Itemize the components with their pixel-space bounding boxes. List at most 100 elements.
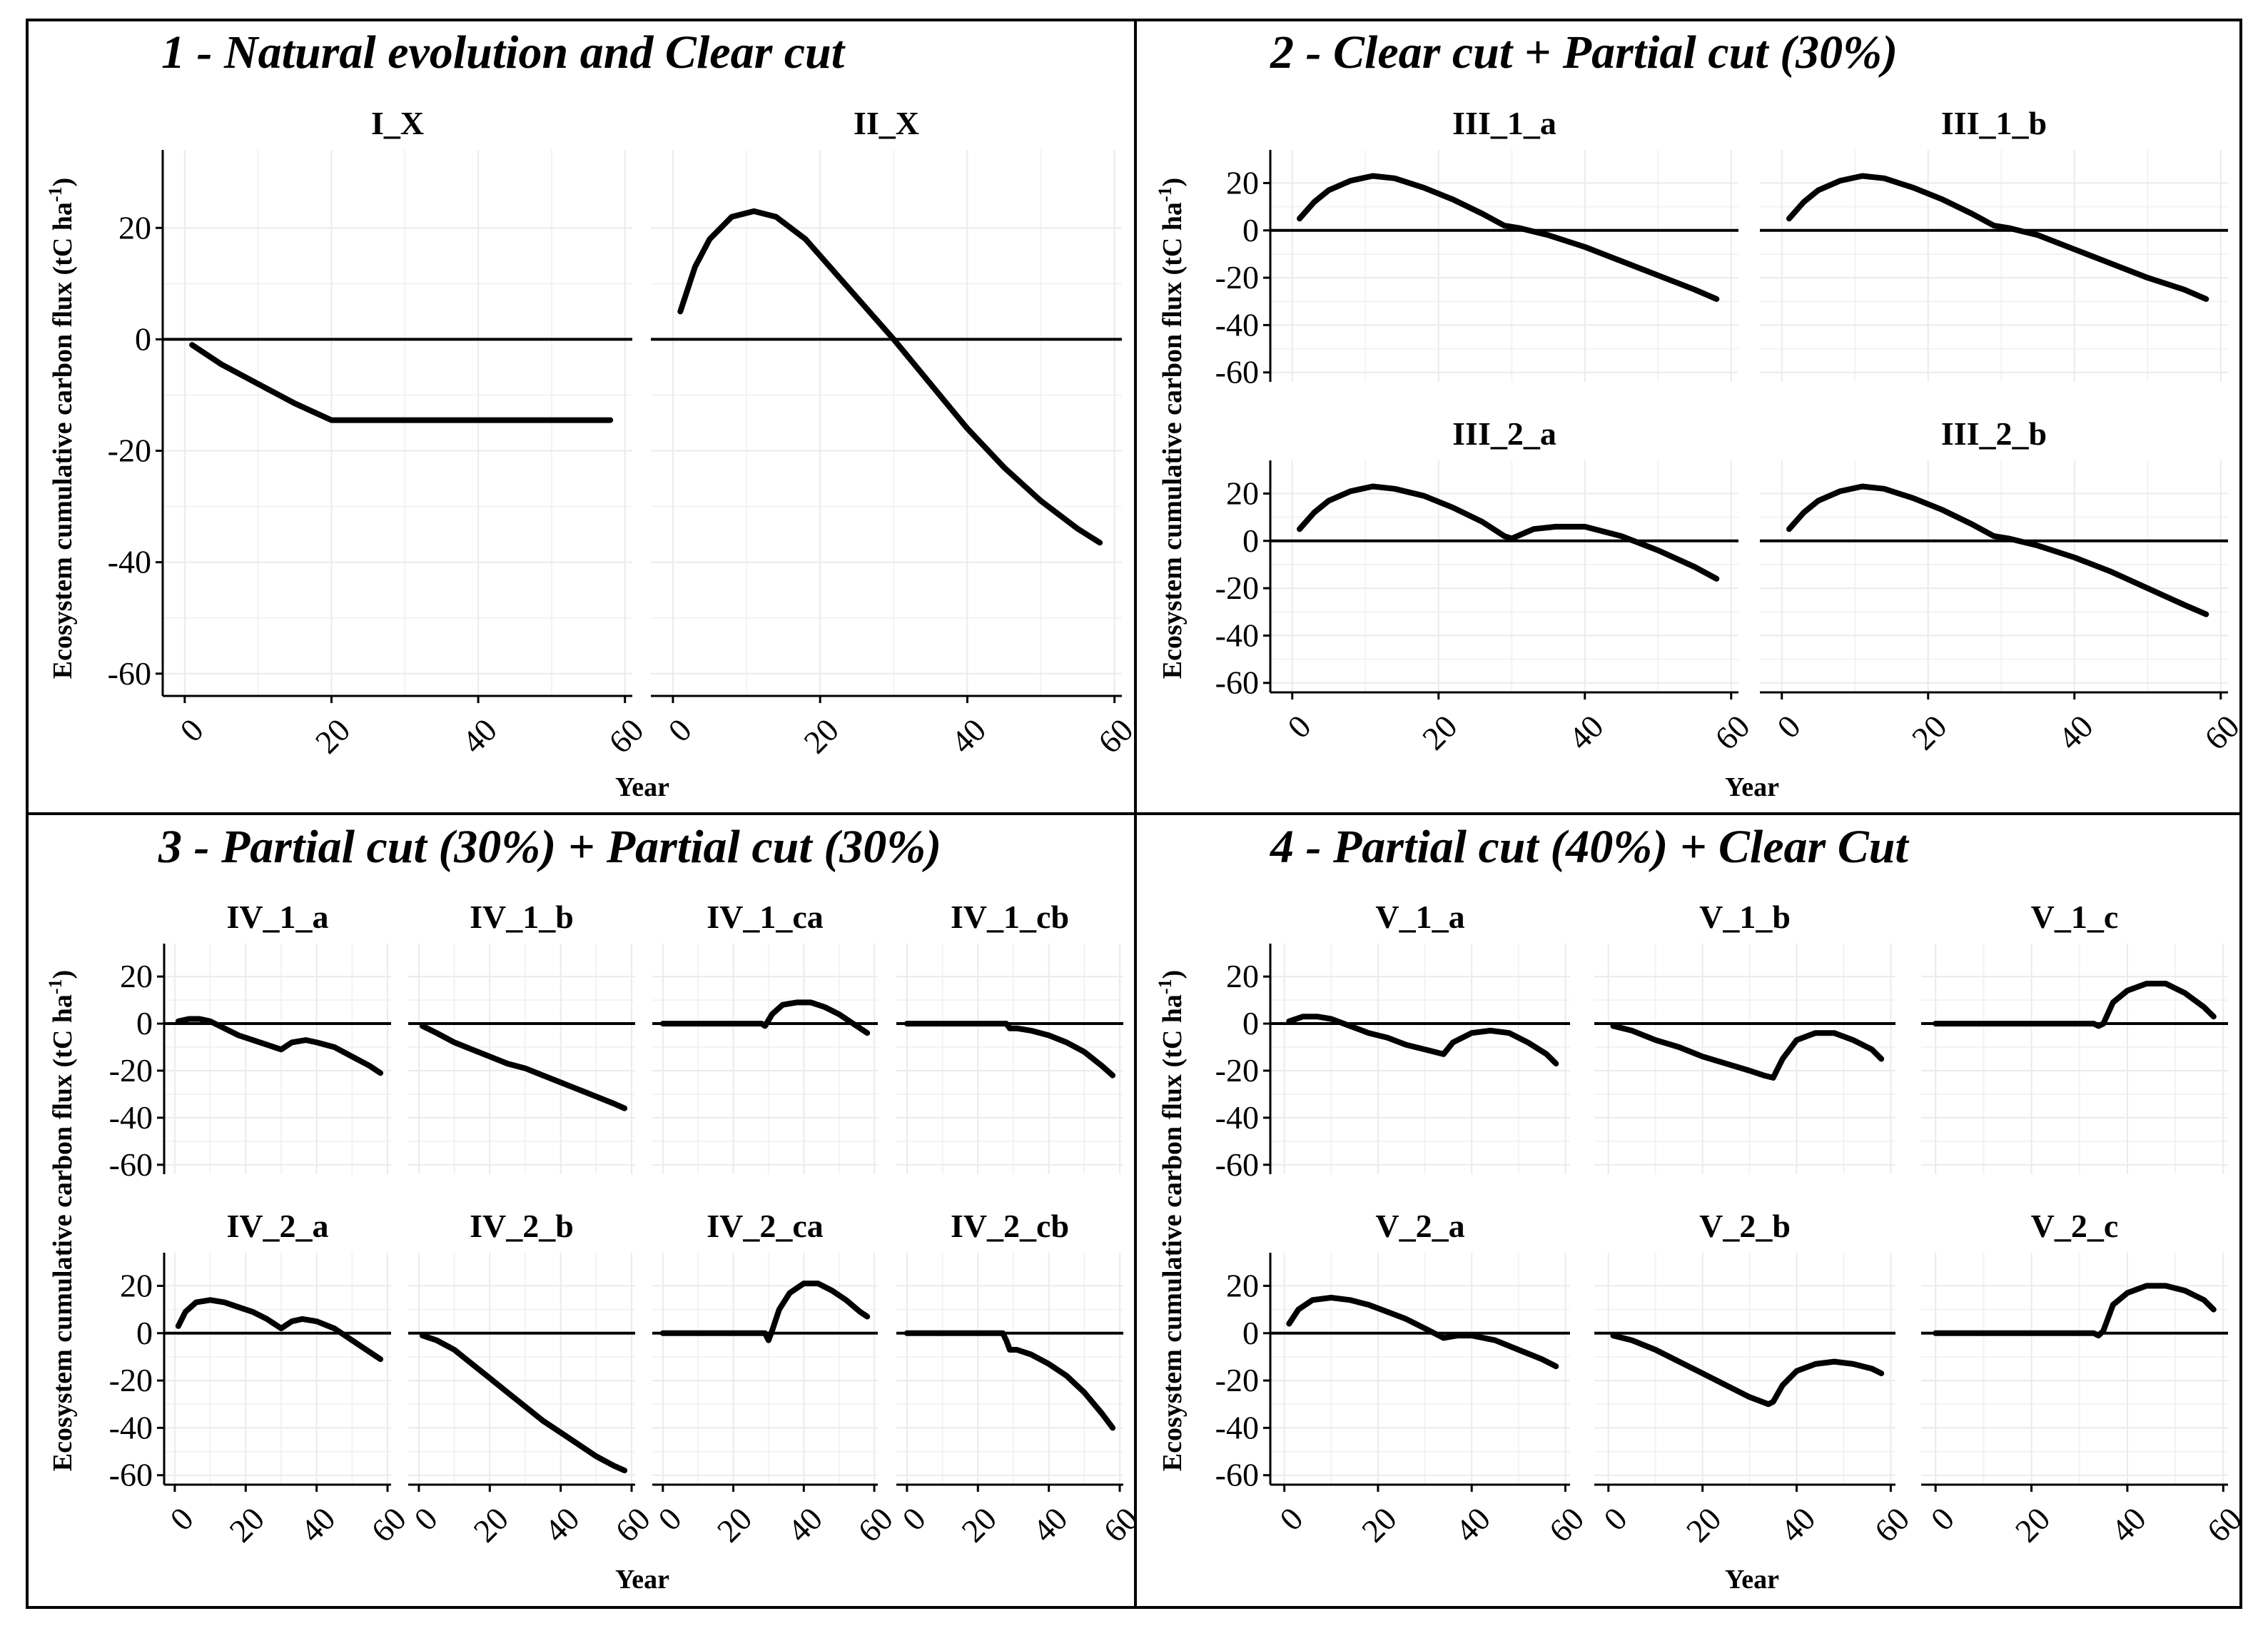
- panel-title: IV_2_ca: [707, 1208, 824, 1244]
- x-tick-label: 0: [895, 1500, 932, 1537]
- panel-title: III_2_b: [1941, 415, 2047, 452]
- x-tick-label: 60: [608, 1500, 657, 1550]
- x-tick-label: 0: [407, 1500, 444, 1537]
- x-tick-label: 40: [944, 712, 993, 761]
- y-tick-label: -20: [109, 1362, 153, 1398]
- x-tick-label: 40: [537, 1500, 587, 1550]
- panel-title: IV_1_b: [470, 899, 574, 935]
- panel-III_1_b: III_1_b: [1760, 105, 2228, 382]
- panel-V_2_b: V_2_b 0 20 40 60: [1594, 1208, 1916, 1549]
- quadrant-border: [26, 19, 1137, 815]
- y-tick-label: -20: [1215, 259, 1259, 296]
- x-tick-label: 20: [467, 1500, 516, 1550]
- panel-V_1_b: V_1_b: [1594, 899, 1895, 1174]
- y-tick-label: 0: [1242, 1315, 1259, 1351]
- series-line-V_2_a: [1286, 1295, 1559, 1370]
- y-tick-label: 20: [118, 209, 151, 246]
- series-line-V_2_b: [1610, 1333, 1885, 1408]
- x-tick-label: 20: [223, 1500, 272, 1550]
- quadrant-4: 4 - Partial cut (40%) + Clear Cut V_1_a 20…: [1134, 812, 2249, 1609]
- panel-III_2_a: III_2_a 20 0 -20 -40 -60 0 20 40 60: [1215, 415, 1757, 757]
- quadrant-title: 1 - Natural evolution and Clear cut: [161, 26, 846, 79]
- series-line-IV_2_ca: [659, 1281, 871, 1343]
- x-axis-label: Year: [1725, 772, 1779, 802]
- y-tick-label: -20: [1215, 570, 1259, 606]
- series-line-IV_2_b: [419, 1333, 628, 1474]
- series-line-III_1_a: [1297, 173, 1720, 302]
- panel-title: IV_2_b: [470, 1208, 574, 1244]
- y-tick-label: -20: [108, 433, 151, 469]
- panel-title: III_1_a: [1452, 105, 1556, 141]
- panel-title: IV_2_cb: [951, 1208, 1069, 1244]
- x-tick-label: 0: [1272, 1500, 1310, 1537]
- quadrant-border: [1134, 812, 2242, 1609]
- panel-IV_1_cb: IV_1_cb: [896, 899, 1123, 1174]
- y-tick-label: 0: [1242, 212, 1259, 248]
- y-tick-label: -40: [109, 1409, 153, 1445]
- x-tick-label: 20: [1355, 1500, 1404, 1550]
- panel-title: V_2_a: [1375, 1208, 1464, 1244]
- panel-title: V_2_b: [1699, 1208, 1791, 1244]
- y-tick-label: -40: [108, 544, 151, 580]
- x-tick-label: 0: [1770, 708, 1807, 745]
- series-line-IV_1_cb: [903, 1021, 1116, 1079]
- y-axis-label: Ecosystem cumulative carbon flux (tC ha-…: [45, 178, 78, 679]
- y-tick-label: 20: [120, 1267, 153, 1303]
- y-tick-label: -60: [1215, 1146, 1259, 1183]
- x-tick-label: 20: [1679, 1500, 1728, 1550]
- x-tick-label: 60: [1096, 1500, 1145, 1550]
- y-tick-label: 20: [1226, 475, 1259, 511]
- y-tick-label: -60: [1215, 665, 1259, 701]
- panel-title: IV_1_a: [226, 899, 328, 935]
- x-tick-label: 60: [1091, 712, 1140, 761]
- x-tick-label: 0: [661, 712, 698, 749]
- x-tick-label: 0: [651, 1500, 688, 1537]
- quadrant-title: 4 - Partial cut (40%) + Clear Cut: [1269, 821, 1909, 873]
- panel-title: V_1_c: [2031, 899, 2119, 935]
- y-tick-label: 20: [120, 958, 153, 994]
- y-tick-label: -60: [108, 655, 151, 692]
- panel-title: V_1_b: [1699, 899, 1791, 935]
- series-line-V_1_b: [1610, 1023, 1885, 1081]
- y-tick-label: 20: [1226, 1267, 1259, 1303]
- x-tick-label: 60: [1708, 708, 1757, 757]
- panel-II_X: II_X 0 20 40 60: [651, 105, 1140, 760]
- y-tick-label: 20: [1226, 958, 1259, 994]
- panel-title: IV_2_a: [226, 1208, 328, 1244]
- series-line-IV_1_ca: [659, 999, 871, 1036]
- series-line-III_2_b: [1786, 483, 2209, 617]
- panel-IV_2_ca: IV_2_ca 0 20 40 60: [651, 1208, 900, 1549]
- quadrant-3: 3 - Partial cut (30%) + Partial cut (30%…: [26, 812, 1145, 1609]
- panel-I_X: I_X 20 0 -20 -40 -60 0 20 40 60: [108, 105, 651, 760]
- y-tick-label: 0: [136, 1315, 153, 1351]
- y-axis-label: Ecosystem cumulative carbon flux (tC ha-…: [1155, 178, 1188, 679]
- panel-V_1_a: V_1_a 20 0 -20 -40 -60: [1215, 899, 1570, 1183]
- x-tick-label: 0: [1280, 708, 1317, 745]
- panel-title: V_2_c: [2031, 1208, 2119, 1244]
- quadrant-1: 1 - Natural evolution and Clear cut I_X 20…: [26, 19, 1140, 815]
- y-tick-label: -60: [1215, 354, 1259, 390]
- x-tick-label: 20: [308, 712, 358, 761]
- y-tick-label: 0: [135, 320, 151, 357]
- x-tick-label: 40: [1448, 1500, 1497, 1550]
- panel-title: II_X: [854, 105, 919, 141]
- x-axis-label: Year: [615, 1565, 669, 1595]
- x-tick-label: 20: [710, 1500, 759, 1550]
- x-tick-label: 20: [796, 712, 846, 761]
- y-tick-label: -20: [1215, 1362, 1259, 1398]
- panel-IV_1_a: IV_1_a 20 0 -20 -40 -60: [109, 899, 391, 1183]
- x-tick-label: 60: [2197, 708, 2247, 757]
- series-line-IV_1_a: [175, 1016, 384, 1076]
- x-tick-label: 40: [1026, 1500, 1075, 1550]
- x-tick-label: 60: [1542, 1500, 1591, 1550]
- panel-title: V_1_a: [1375, 899, 1464, 935]
- x-tick-label: 40: [293, 1500, 343, 1550]
- series-line-IV_2_a: [175, 1297, 384, 1363]
- series-line-IV_2_cb: [903, 1330, 1116, 1431]
- y-tick-label: -40: [1215, 1099, 1259, 1136]
- series-line-V_1_a: [1286, 1014, 1559, 1067]
- panel-title: I_X: [371, 105, 424, 141]
- y-tick-label: -60: [1215, 1457, 1259, 1493]
- quadrant-title: 2 - Clear cut + Partial cut (30%): [1270, 26, 1898, 79]
